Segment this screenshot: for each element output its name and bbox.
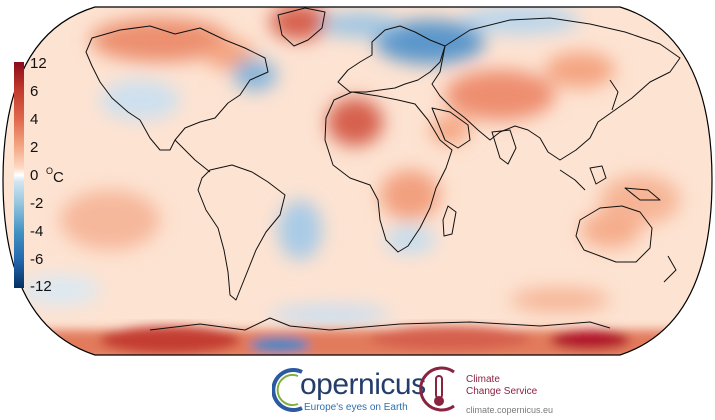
- copernicus-swoosh-icon: [276, 374, 299, 406]
- colorbar-tick: 2: [30, 139, 39, 156]
- new-guinea-outline: [624, 187, 661, 201]
- coastlines: [85, 7, 681, 331]
- c3s-url: climate.copernicus.eu: [466, 405, 554, 415]
- arabia-outline: [431, 107, 471, 149]
- colorbar-tick: 0: [30, 167, 39, 184]
- borneo-outline: [589, 165, 607, 185]
- sumatra-outline: [559, 169, 586, 191]
- copernicus-logo: [272, 368, 303, 412]
- colorbar-tick: -12: [30, 278, 52, 295]
- anomaly-field: [3, 7, 712, 355]
- c3s-thermometer-icon: [419, 366, 455, 412]
- africa-outline: [324, 91, 453, 253]
- colorbar-tick: 12: [30, 55, 47, 72]
- colorbar-tick: -4: [30, 223, 44, 240]
- colorbar-tick: -2: [30, 195, 44, 212]
- c3s-name-line2: Change Service: [466, 386, 538, 397]
- japan-outline: [609, 79, 619, 111]
- colorbar-tick: 6: [30, 83, 39, 100]
- colorbar-tick: -6: [30, 251, 44, 268]
- world-temperature-anomaly-map: [2, 6, 713, 356]
- south-america-outline: [197, 164, 286, 301]
- c3s-name-line1: Climate: [466, 374, 500, 385]
- antarctic-anomaly: [3, 326, 712, 355]
- north-america-outline: [85, 25, 269, 151]
- copernicus-c-icon: [272, 368, 303, 412]
- antarctica-outline: [149, 317, 611, 331]
- australia-outline: [575, 205, 653, 263]
- map-svg: [2, 6, 713, 356]
- central-america-outline: [174, 139, 211, 173]
- colorbar-tick: 4: [30, 111, 39, 128]
- colorbar-unit: OC: [46, 166, 64, 186]
- asia-outline: [431, 17, 681, 161]
- greenland-outline: [277, 7, 326, 47]
- madagascar-outline: [442, 205, 457, 237]
- new-zealand-outline: [663, 255, 677, 283]
- colorbar: [14, 62, 24, 288]
- india-outline: [491, 129, 517, 165]
- colorbar-gradient: [14, 62, 24, 288]
- globe-border: [2, 6, 713, 356]
- copernicus-tagline: Europe's eyes on Earth: [304, 402, 408, 413]
- copernicus-wordmark: opernicus: [300, 368, 426, 401]
